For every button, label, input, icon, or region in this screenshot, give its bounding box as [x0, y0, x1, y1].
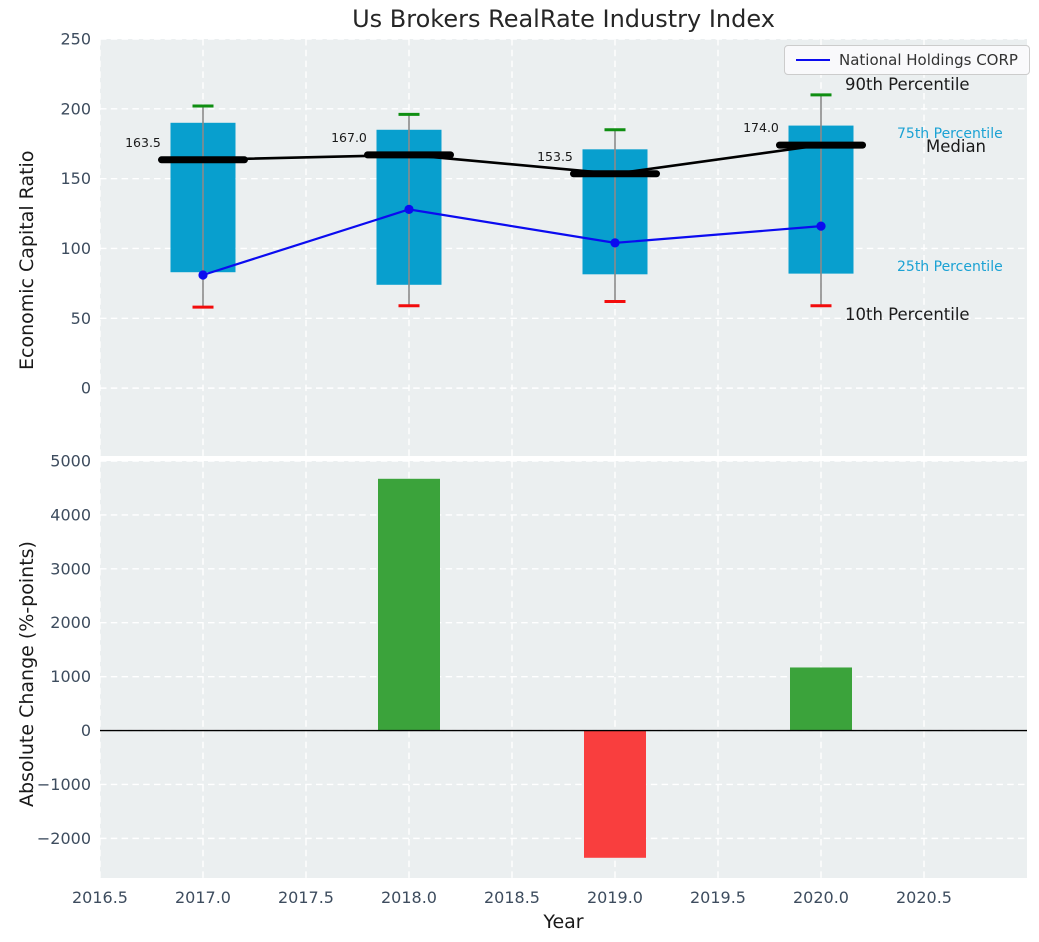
top-ytick-100: 100 [60, 239, 91, 258]
company-series-line [202, 208, 822, 277]
top-ytick-200: 200 [60, 99, 91, 118]
change-bar-2019 [584, 730, 646, 858]
median-value-label-2017: 163.5 [125, 135, 161, 150]
bottom-ytick--1000: −1000 [37, 775, 91, 794]
change-bar-2018 [378, 478, 440, 731]
median-connector-line [202, 143, 822, 176]
top-ytick-0: 0 [81, 379, 91, 398]
annotation-median: Median [926, 137, 987, 156]
top-ytick-250: 250 [60, 30, 91, 49]
annotation-90th-percentile: 90th Percentile [845, 75, 970, 94]
median-value-label-2020: 174.0 [743, 120, 779, 135]
legend-box: National Holdings CORP [784, 45, 1030, 75]
bottom-ytick-4000: 4000 [50, 505, 91, 524]
y-axis-label-bottom: Absolute Change (%-points) [16, 541, 38, 807]
xtick-2019.5: 2019.5 [690, 888, 746, 907]
xtick-2017.0: 2017.0 [175, 888, 231, 907]
company-marker-2019 [610, 238, 620, 248]
bottom-ytick-3000: 3000 [50, 559, 91, 578]
xtick-2019.0: 2019.0 [587, 888, 643, 907]
annotation-75th-percentile: 75th Percentile [897, 126, 1003, 142]
top-ytick-50: 50 [71, 309, 91, 328]
company-marker-2018 [404, 204, 414, 214]
xtick-2020.5: 2020.5 [896, 888, 952, 907]
annotation-10th-percentile: 10th Percentile [845, 305, 970, 324]
bottom-ytick-1000: 1000 [50, 667, 91, 686]
y-axis-label-top: Economic Capital Ratio [16, 150, 38, 370]
bottom-ytick-2000: 2000 [50, 613, 91, 632]
change-bar-2020 [790, 667, 852, 731]
company-marker-2020 [816, 221, 826, 231]
top-ytick-150: 150 [60, 169, 91, 188]
median-bar-2019 [570, 170, 660, 178]
bottom-axes-background [100, 461, 1027, 878]
median-bar-2017 [158, 156, 248, 164]
top-axes-background [100, 39, 1027, 456]
xtick-2020.0: 2020.0 [793, 888, 849, 907]
annotation-25th-percentile: 25th Percentile [897, 259, 1003, 275]
bottom-ytick-0: 0 [81, 721, 91, 740]
x-axis-label: Year [543, 911, 584, 933]
bottom-ytick--2000: −2000 [37, 829, 91, 848]
chart-title: Us Brokers RealRate Industry Index [352, 5, 775, 33]
legend-line-sample-icon [796, 59, 830, 61]
median-value-label-2018: 167.0 [331, 130, 367, 145]
xtick-2016.5: 2016.5 [72, 888, 128, 907]
xtick-2017.5: 2017.5 [278, 888, 334, 907]
xtick-2018.5: 2018.5 [484, 888, 540, 907]
median-value-label-2019: 153.5 [537, 149, 573, 164]
xtick-2018.0: 2018.0 [381, 888, 437, 907]
company-marker-2017 [198, 270, 208, 280]
legend-label: National Holdings CORP [839, 51, 1018, 69]
median-bar-2018 [364, 151, 454, 159]
median-bar-2020 [776, 141, 866, 149]
bottom-ytick-5000: 5000 [50, 452, 91, 471]
